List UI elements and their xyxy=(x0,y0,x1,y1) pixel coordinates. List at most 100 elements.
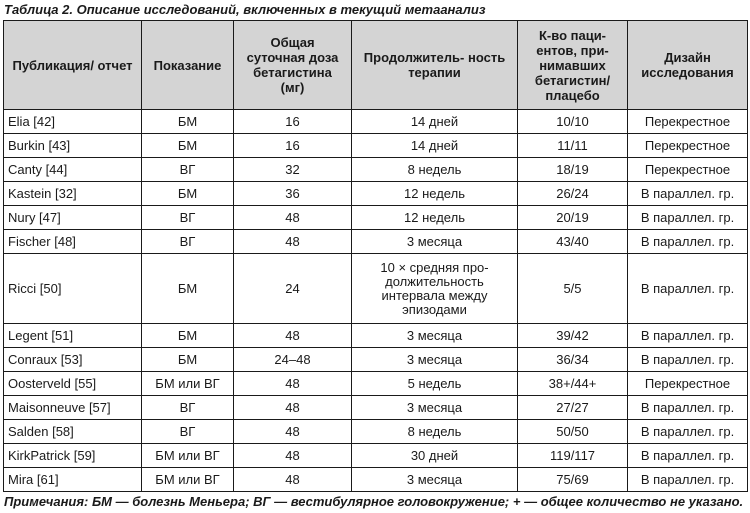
table-row: KirkPatrick [59] БМ или ВГ 48 30 дней 119/11… xyxy=(3,443,748,468)
table-caption: Таблица 2. Описание исследований, включе… xyxy=(4,2,485,18)
header-daily-dose: Общая суточная доза бетагистина (мг) xyxy=(233,20,352,110)
cell-design: Перекрестное xyxy=(627,371,748,396)
table-caption-number: Таблица 2. xyxy=(4,2,73,17)
cell-design: В параллел. гр. xyxy=(627,467,748,492)
cell-publication: Conraux [53] xyxy=(3,347,142,372)
cell-daily-dose: 32 xyxy=(233,157,352,182)
cell-duration: 3 месяца xyxy=(351,395,518,420)
table-row: Fischer [48] ВГ 48 3 месяца 43/40 В параллел.… xyxy=(3,229,748,254)
cell-duration: 12 недель xyxy=(351,205,518,230)
cell-publication: KirkPatrick [59] xyxy=(3,443,142,468)
cell-publication: Kastein [32] xyxy=(3,181,142,206)
cell-patients: 39/42 xyxy=(517,323,628,348)
cell-indication: БМ xyxy=(141,109,234,134)
table-row: Nury [47] ВГ 48 12 недель 20/19 В параллел. г… xyxy=(3,205,748,230)
cell-duration: 10 × средняя про- должительность интерва… xyxy=(351,253,518,324)
cell-publication: Canty [44] xyxy=(3,157,142,182)
cell-duration: 5 недель xyxy=(351,371,518,396)
cell-patients: 20/19 xyxy=(517,205,628,230)
cell-patients: 75/69 xyxy=(517,467,628,492)
cell-daily-dose: 24 xyxy=(233,253,352,324)
cell-duration: 30 дней xyxy=(351,443,518,468)
cell-daily-dose: 16 xyxy=(233,109,352,134)
cell-daily-dose: 48 xyxy=(233,443,352,468)
cell-daily-dose: 48 xyxy=(233,395,352,420)
cell-duration: 8 недель xyxy=(351,157,518,182)
cell-duration: 3 месяца xyxy=(351,229,518,254)
cell-daily-dose: 48 xyxy=(233,419,352,444)
header-design: Дизайн исследования xyxy=(627,20,748,110)
cell-publication: Salden [58] xyxy=(3,419,142,444)
cell-design: В параллел. гр. xyxy=(627,181,748,206)
cell-duration: 3 месяца xyxy=(351,323,518,348)
cell-design: В параллел. гр. xyxy=(627,347,748,372)
table-row: Mira [61] БМ или ВГ 48 3 месяца 75/69 В парал… xyxy=(3,467,748,492)
cell-publication: Maisonneuve [57] xyxy=(3,395,142,420)
cell-publication: Nury [47] xyxy=(3,205,142,230)
cell-indication: БМ или ВГ xyxy=(141,443,234,468)
cell-duration: 3 месяца xyxy=(351,467,518,492)
header-duration: Продолжитель- ность терапии xyxy=(351,20,518,110)
cell-indication: ВГ xyxy=(141,395,234,420)
table-caption-title: Описание исследований, включенных в теку… xyxy=(73,2,486,17)
cell-patients: 38+/44+ xyxy=(517,371,628,396)
studies-table: Публикация/ отчет Показание Общая суточн… xyxy=(3,20,748,492)
table-row: Oosterveld [55] БМ или ВГ 48 5 недель 38+/44… xyxy=(3,371,748,396)
cell-duration: 12 недель xyxy=(351,181,518,206)
table-row: Elia [42] БМ 16 14 дней 10/10 Перекрестное xyxy=(3,109,748,134)
header-indication: Показание xyxy=(141,20,234,110)
cell-patients: 5/5 xyxy=(517,253,628,324)
cell-indication: БМ xyxy=(141,323,234,348)
cell-daily-dose: 48 xyxy=(233,205,352,230)
cell-patients: 10/10 xyxy=(517,109,628,134)
cell-patients: 27/27 xyxy=(517,395,628,420)
cell-daily-dose: 16 xyxy=(233,133,352,158)
cell-indication: БМ xyxy=(141,181,234,206)
cell-design: В параллел. гр. xyxy=(627,323,748,348)
table-row: Maisonneuve [57] ВГ 48 3 месяца 27/27 В парал… xyxy=(3,395,748,420)
cell-patients: 18/19 xyxy=(517,157,628,182)
cell-design: В параллел. гр. xyxy=(627,443,748,468)
cell-design: В параллел. гр. xyxy=(627,419,748,444)
cell-indication: ВГ xyxy=(141,419,234,444)
table-header: Публикация/ отчет Показание Общая суточн… xyxy=(3,20,748,110)
cell-duration: 8 недель xyxy=(351,419,518,444)
table-row: Canty [44] ВГ 32 8 недель 18/19 Перекрестное xyxy=(3,157,748,182)
cell-publication: Legent [51] xyxy=(3,323,142,348)
header-row: Публикация/ отчет Показание Общая суточн… xyxy=(3,20,748,110)
cell-indication: БМ или ВГ xyxy=(141,467,234,492)
cell-patients: 26/24 xyxy=(517,181,628,206)
cell-patients: 119/117 xyxy=(517,443,628,468)
table-row: Salden [58] ВГ 48 8 недель 50/50 В параллел. … xyxy=(3,419,748,444)
cell-indication: ВГ xyxy=(141,205,234,230)
table-body: Elia [42] БМ 16 14 дней 10/10 Перекрестное Bur… xyxy=(3,109,748,492)
cell-daily-dose: 48 xyxy=(233,371,352,396)
cell-design: Перекрестное xyxy=(627,109,748,134)
cell-patients: 36/34 xyxy=(517,347,628,372)
cell-design: Перекрестное xyxy=(627,133,748,158)
cell-design: В параллел. гр. xyxy=(627,395,748,420)
cell-patients: 11/11 xyxy=(517,133,628,158)
cell-daily-dose: 48 xyxy=(233,323,352,348)
cell-design: Перекрестное xyxy=(627,157,748,182)
table-row: Kastein [32] БМ 36 12 недель 26/24 В параллел… xyxy=(3,181,748,206)
cell-indication: ВГ xyxy=(141,229,234,254)
cell-indication: ВГ xyxy=(141,157,234,182)
cell-daily-dose: 48 xyxy=(233,467,352,492)
cell-patients: 43/40 xyxy=(517,229,628,254)
cell-publication: Fischer [48] xyxy=(3,229,142,254)
header-publication: Публикация/ отчет xyxy=(3,20,142,110)
cell-publication: Oosterveld [55] xyxy=(3,371,142,396)
cell-publication: Ricci [50] xyxy=(3,253,142,324)
cell-indication: БМ xyxy=(141,253,234,324)
cell-publication: Mira [61] xyxy=(3,467,142,492)
cell-publication: Burkin [43] xyxy=(3,133,142,158)
cell-daily-dose: 48 xyxy=(233,229,352,254)
cell-duration: 14 дней xyxy=(351,133,518,158)
cell-indication: БМ xyxy=(141,347,234,372)
cell-design: В параллел. гр. xyxy=(627,205,748,230)
cell-daily-dose: 24–48 xyxy=(233,347,352,372)
table-row: Burkin [43] БМ 16 14 дней 11/11 Перекрестное xyxy=(3,133,748,158)
cell-indication: БМ или ВГ xyxy=(141,371,234,396)
